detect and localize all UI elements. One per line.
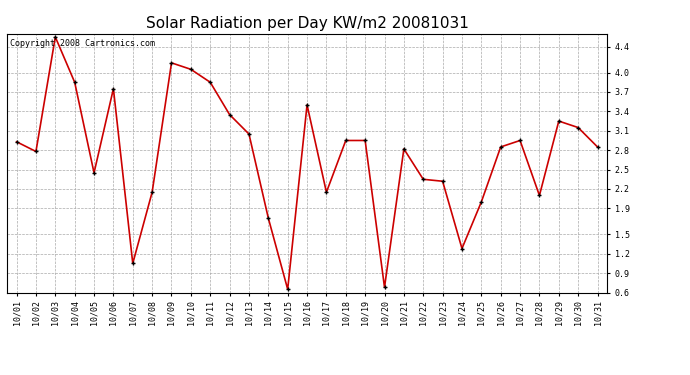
Text: Copyright 2008 Cartronics.com: Copyright 2008 Cartronics.com [10,39,155,48]
Title: Solar Radiation per Day KW/m2 20081031: Solar Radiation per Day KW/m2 20081031 [146,16,469,31]
